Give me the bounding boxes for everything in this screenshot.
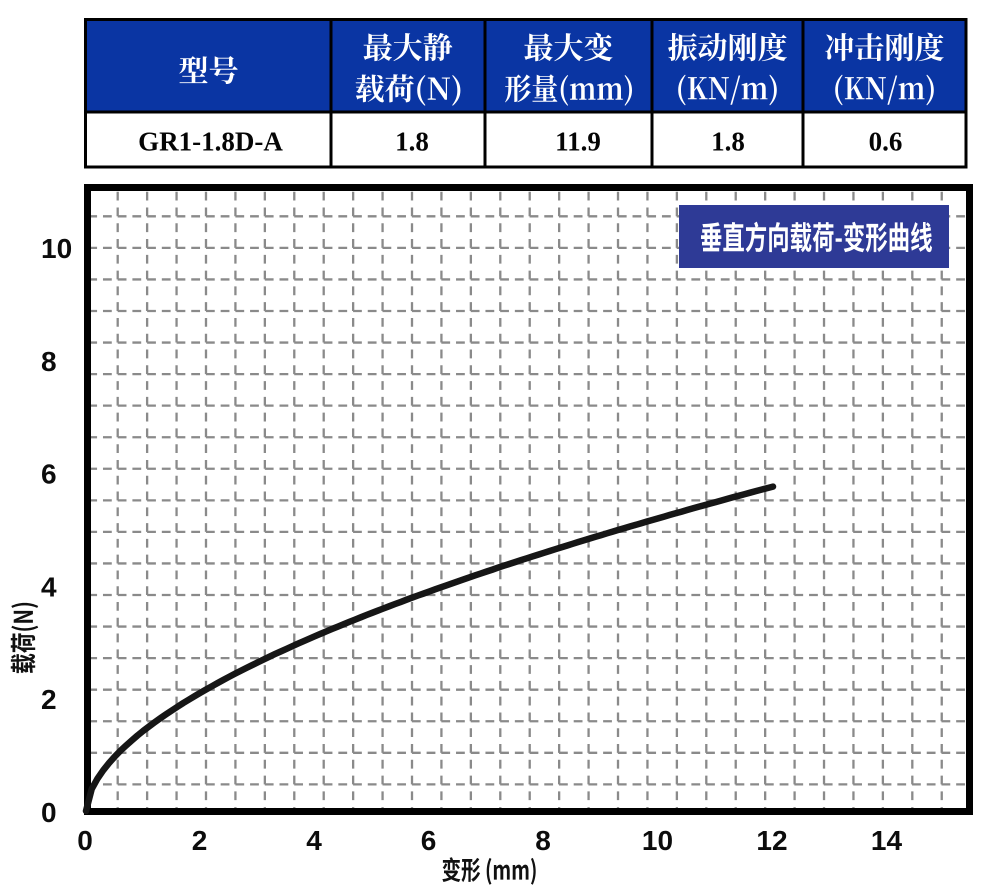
svg-text:2: 2 [41,684,57,715]
svg-text:0: 0 [41,797,57,828]
svg-text:0.6: 0.6 [869,127,903,157]
svg-text:6: 6 [421,825,437,856]
svg-text:14: 14 [871,825,903,856]
svg-text:2: 2 [192,825,208,856]
svg-text:1.8: 1.8 [711,127,745,157]
svg-text:11.9: 11.9 [555,127,601,157]
svg-text:4: 4 [41,571,57,602]
svg-text:8: 8 [41,346,57,377]
svg-text:0: 0 [77,825,93,856]
svg-text:GR1-1.8D-A: GR1-1.8D-A [138,127,283,157]
svg-text:12: 12 [756,825,787,856]
svg-text:1.8: 1.8 [395,127,429,157]
svg-text:10: 10 [642,825,673,856]
svg-text:6: 6 [41,459,57,490]
svg-text:10: 10 [41,233,72,264]
svg-text:8: 8 [535,825,551,856]
svg-text:4: 4 [306,825,322,856]
